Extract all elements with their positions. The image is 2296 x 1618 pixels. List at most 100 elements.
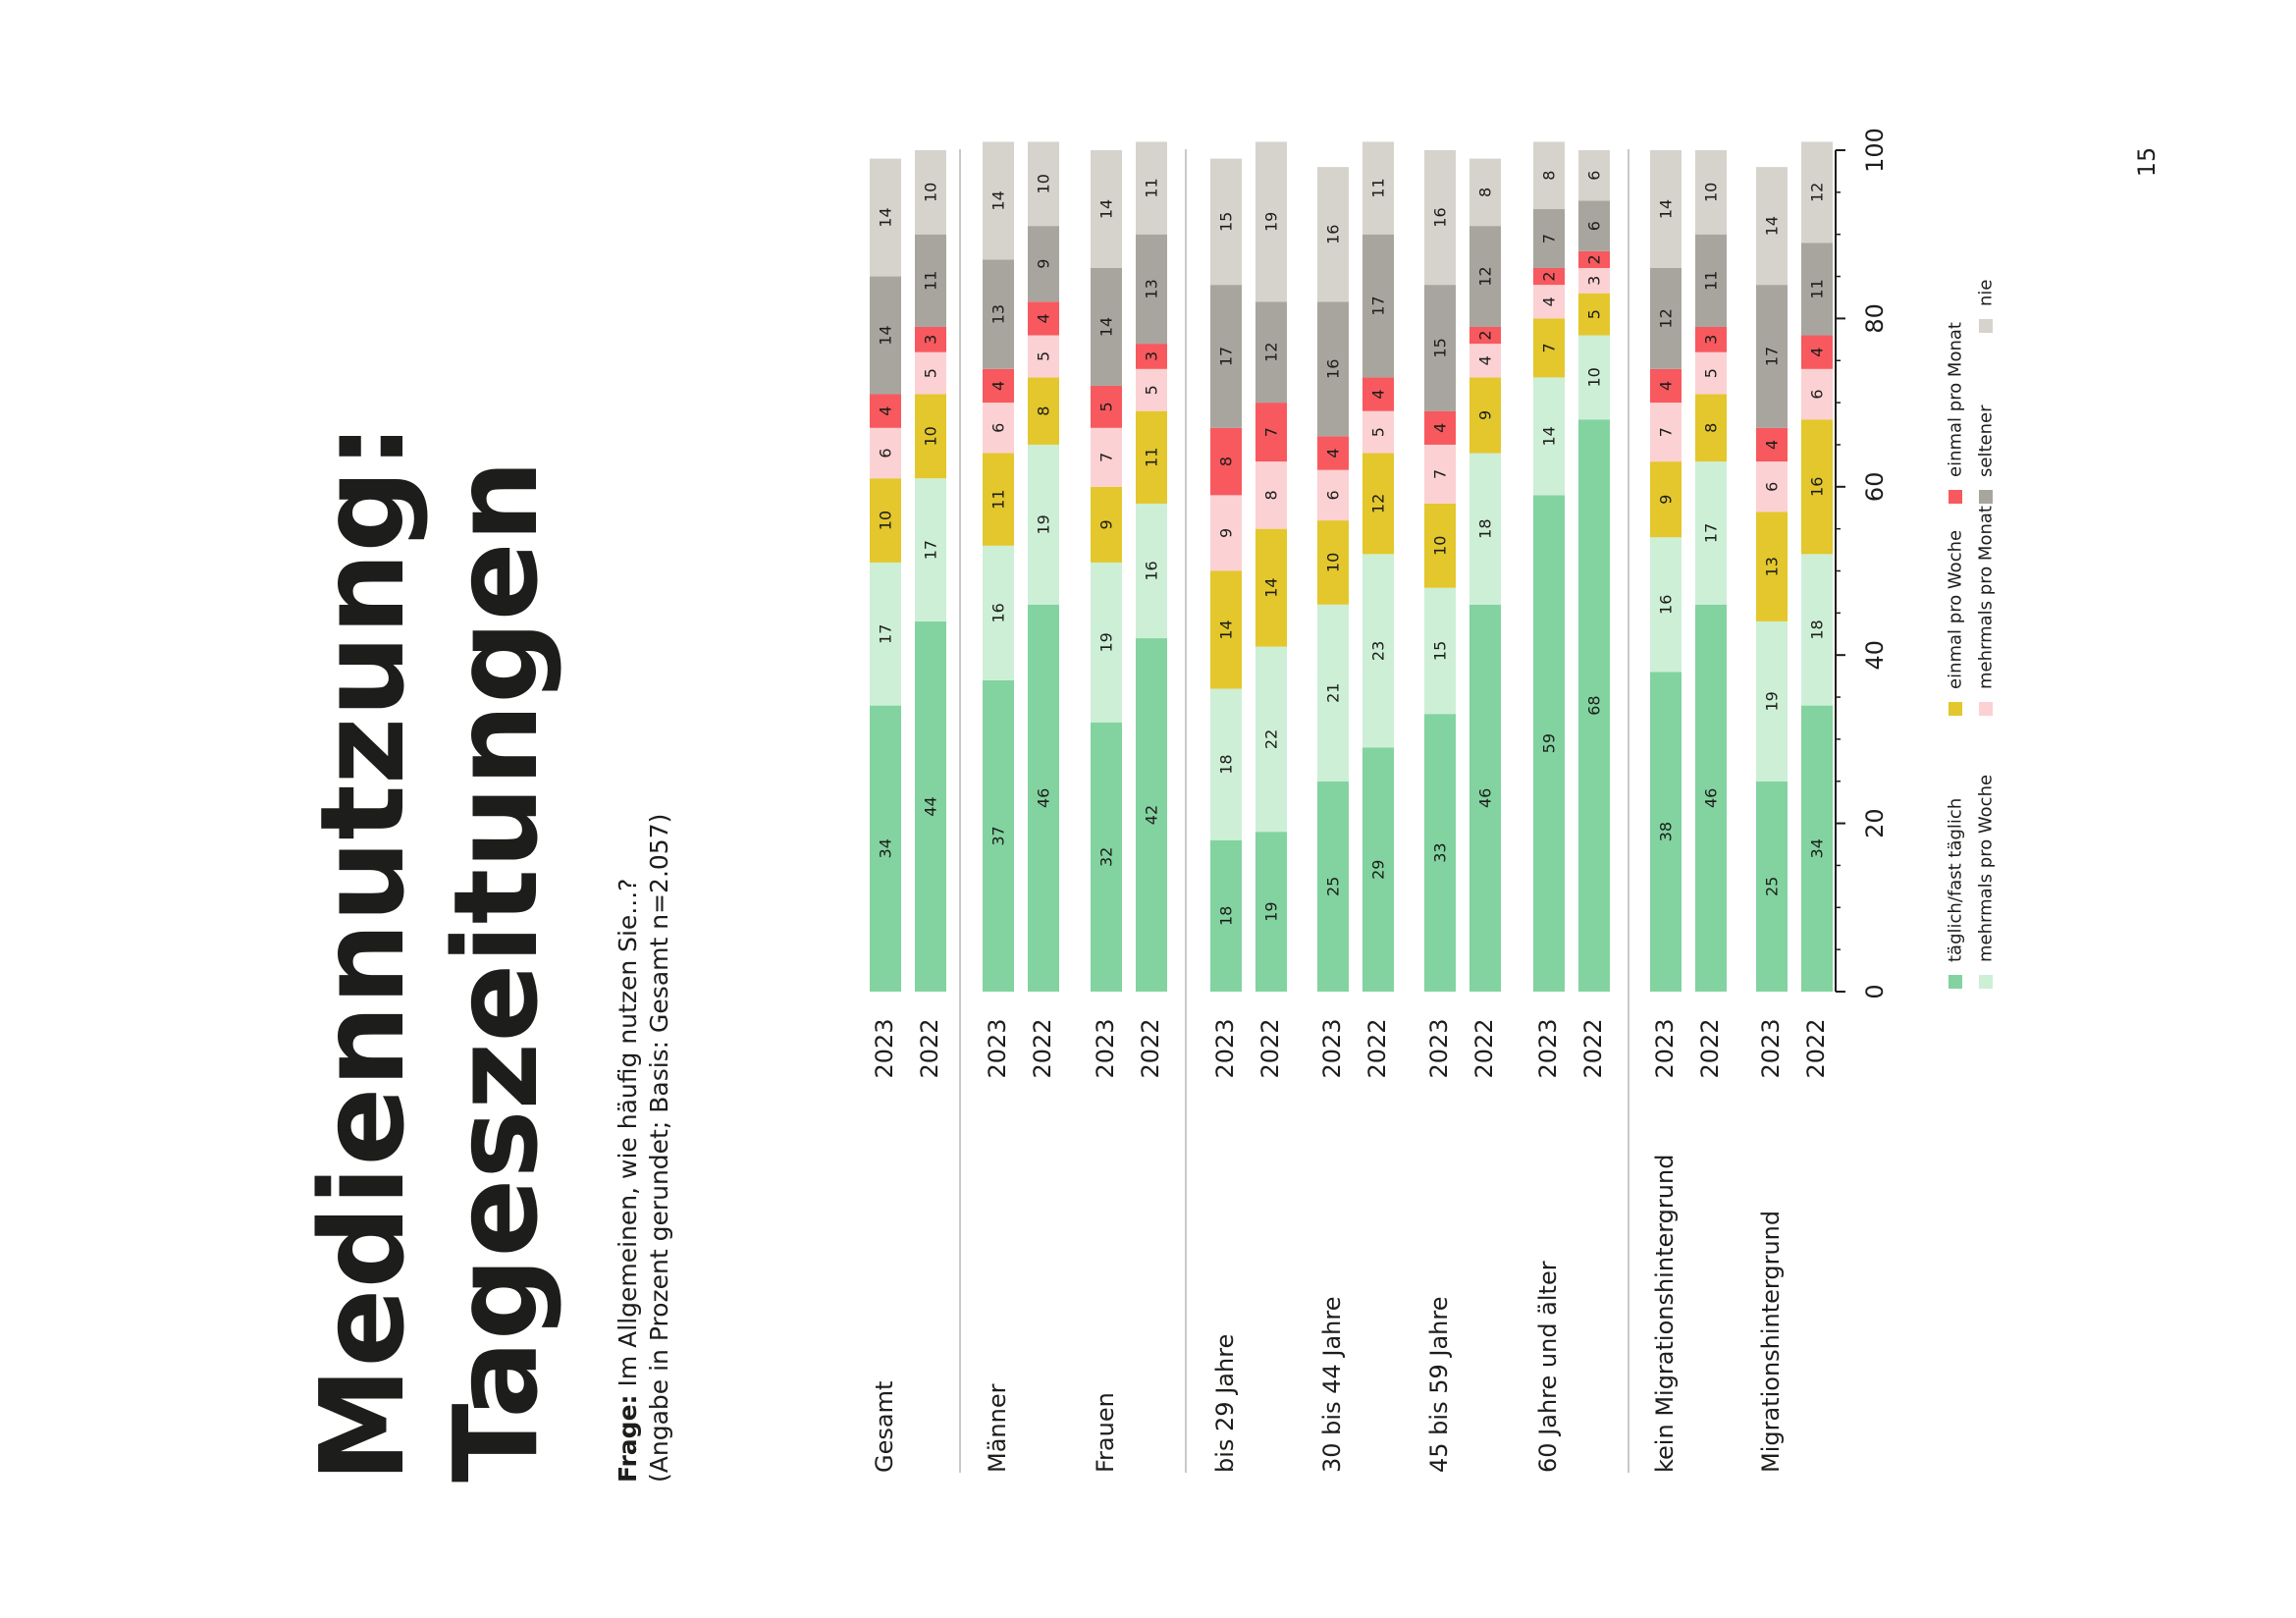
bar-segment-mehrmals_woche (1650, 537, 1682, 673)
data-label: 5 (1097, 402, 1116, 411)
year-label: 2022 (1029, 1018, 1056, 1078)
data-label: 2 (1585, 254, 1604, 264)
data-label: 19 (1097, 632, 1116, 652)
data-label: 7 (1540, 343, 1559, 352)
tick-label: 40 (1861, 640, 1889, 671)
bar-segment-einmal_woche (1533, 318, 1565, 378)
year-label: 2023 (1534, 1018, 1562, 1078)
year-label: 2022 (1137, 1018, 1164, 1078)
bar-segment-mehrmals_monat (1650, 403, 1682, 462)
bar-segment-einmal_monat (1650, 368, 1682, 404)
bar-segment-einmal_monat (1756, 427, 1788, 462)
question-label: Frage: (614, 1394, 642, 1483)
bar-segment-mehrmals_woche (1028, 444, 1059, 605)
data-label: 17 (877, 624, 895, 644)
year-label: 2023 (1211, 1018, 1239, 1078)
data-label: 8 (1540, 171, 1559, 181)
year-label: 2023 (1318, 1018, 1346, 1078)
bar-segment-mehrmals_monat (1136, 368, 1167, 411)
data-label: 12 (1657, 308, 1676, 328)
data-label: 5 (1035, 351, 1053, 361)
legend-label-einmal_monat: einmal pro Monat (1946, 322, 1966, 477)
bar-segment-seltener (1650, 267, 1682, 369)
bar-segment-einmal_monat (1255, 403, 1287, 462)
bar-segment-einmal_monat (1469, 326, 1501, 345)
bar-segment-mehrmals_monat (1091, 427, 1122, 487)
bar-segment-mehrmals_monat (1469, 344, 1501, 378)
data-label: 17 (1702, 523, 1721, 543)
data-label: 10 (1035, 174, 1053, 193)
bar-segment-einmal_woche (1091, 486, 1122, 563)
bar-segment-mehrmals_monat (1255, 461, 1287, 529)
data-label: 46 (1476, 788, 1495, 808)
data-label: 10 (877, 511, 895, 530)
bar-segment-seltener (1210, 285, 1242, 428)
bar-segment-mehrmals_woche (1317, 604, 1349, 782)
data-label: 16 (1808, 477, 1827, 497)
data-label: 18 (1217, 906, 1236, 926)
bar-segment-einmal_woche (870, 478, 901, 563)
data-label: 9 (1657, 495, 1676, 505)
bar-segment-einmal_woche (1756, 512, 1788, 621)
bar-segment-seltener (1317, 301, 1349, 437)
data-label: 37 (989, 826, 1008, 845)
bar-segment-einmal_woche (1578, 293, 1610, 336)
data-label: 21 (1324, 683, 1343, 703)
data-label: 25 (1763, 877, 1782, 896)
bar-segment-einmal_woche (1028, 377, 1059, 445)
data-label: 19 (1262, 212, 1281, 232)
bar-segment-mehrmals_monat (1362, 410, 1394, 454)
bar-segment-einmal_woche (1317, 520, 1349, 605)
bar-segment-nie (1317, 167, 1349, 302)
bar-segment-seltener (915, 234, 946, 327)
data-label: 15 (1431, 338, 1450, 357)
bar-segment-taeglich (1028, 604, 1059, 992)
year-label: 2023 (1425, 1018, 1453, 1078)
legend-label-mehrmals_woche: mehrmals pro Woche (1976, 775, 1997, 962)
data-label: 4 (877, 406, 895, 416)
bar-segment-nie (1210, 158, 1242, 286)
year-label: 2022 (1363, 1018, 1391, 1078)
bar-segment-mehrmals_monat (983, 403, 1014, 454)
data-label: 17 (1217, 347, 1236, 366)
bar-segment-mehrmals_woche (915, 478, 946, 621)
data-label: 11 (1369, 178, 1388, 197)
data-label: 19 (1763, 691, 1782, 711)
bar-segment-einmal_woche (1695, 394, 1727, 462)
bar-segment-seltener (1362, 234, 1394, 378)
data-label: 7 (1097, 453, 1116, 462)
bar-segment-mehrmals_woche (983, 545, 1014, 680)
bar-segment-taeglich (1650, 672, 1682, 992)
bar-segment-seltener (1578, 200, 1610, 251)
data-label: 44 (922, 796, 940, 816)
bar-segment-seltener (1801, 243, 1833, 336)
year-label: 2022 (1256, 1018, 1284, 1078)
legend-label-nie: nie (1976, 280, 1997, 306)
bar-segment-taeglich (915, 620, 946, 992)
data-label: 7 (1540, 234, 1559, 243)
bar-segment-nie (915, 150, 946, 235)
data-label: 5 (1369, 427, 1388, 437)
category-label: Migrationshintergrund (1757, 1211, 1785, 1473)
bar-segment-seltener (1756, 285, 1788, 428)
bar-segment-taeglich (1756, 781, 1788, 992)
legend-label-mehrmals_monat: mehrmals pro Monat (1976, 506, 1997, 689)
data-label: 14 (989, 190, 1008, 210)
data-label: 46 (1702, 788, 1721, 808)
bar-segment-taeglich (983, 679, 1014, 992)
legend-swatch-nie (1979, 319, 1993, 333)
bar-segment-einmal_woche (1362, 453, 1394, 555)
bar-segment-mehrmals_woche (1469, 453, 1501, 605)
data-label: 2 (1540, 271, 1559, 281)
data-label: 9 (1097, 519, 1116, 529)
bar-segment-einmal_monat (1578, 250, 1610, 268)
year-label: 2022 (1579, 1018, 1607, 1078)
year-label: 2023 (984, 1018, 1011, 1078)
bar-segment-mehrmals_woche (1756, 620, 1788, 782)
bar-segment-seltener (1424, 285, 1456, 411)
year-label: 2022 (916, 1018, 943, 1078)
category-label: 30 bis 44 Jahre (1318, 1297, 1346, 1473)
bar-segment-taeglich (1317, 781, 1349, 992)
data-label: 16 (1324, 225, 1343, 244)
bar-segment-einmal_monat (983, 368, 1014, 404)
